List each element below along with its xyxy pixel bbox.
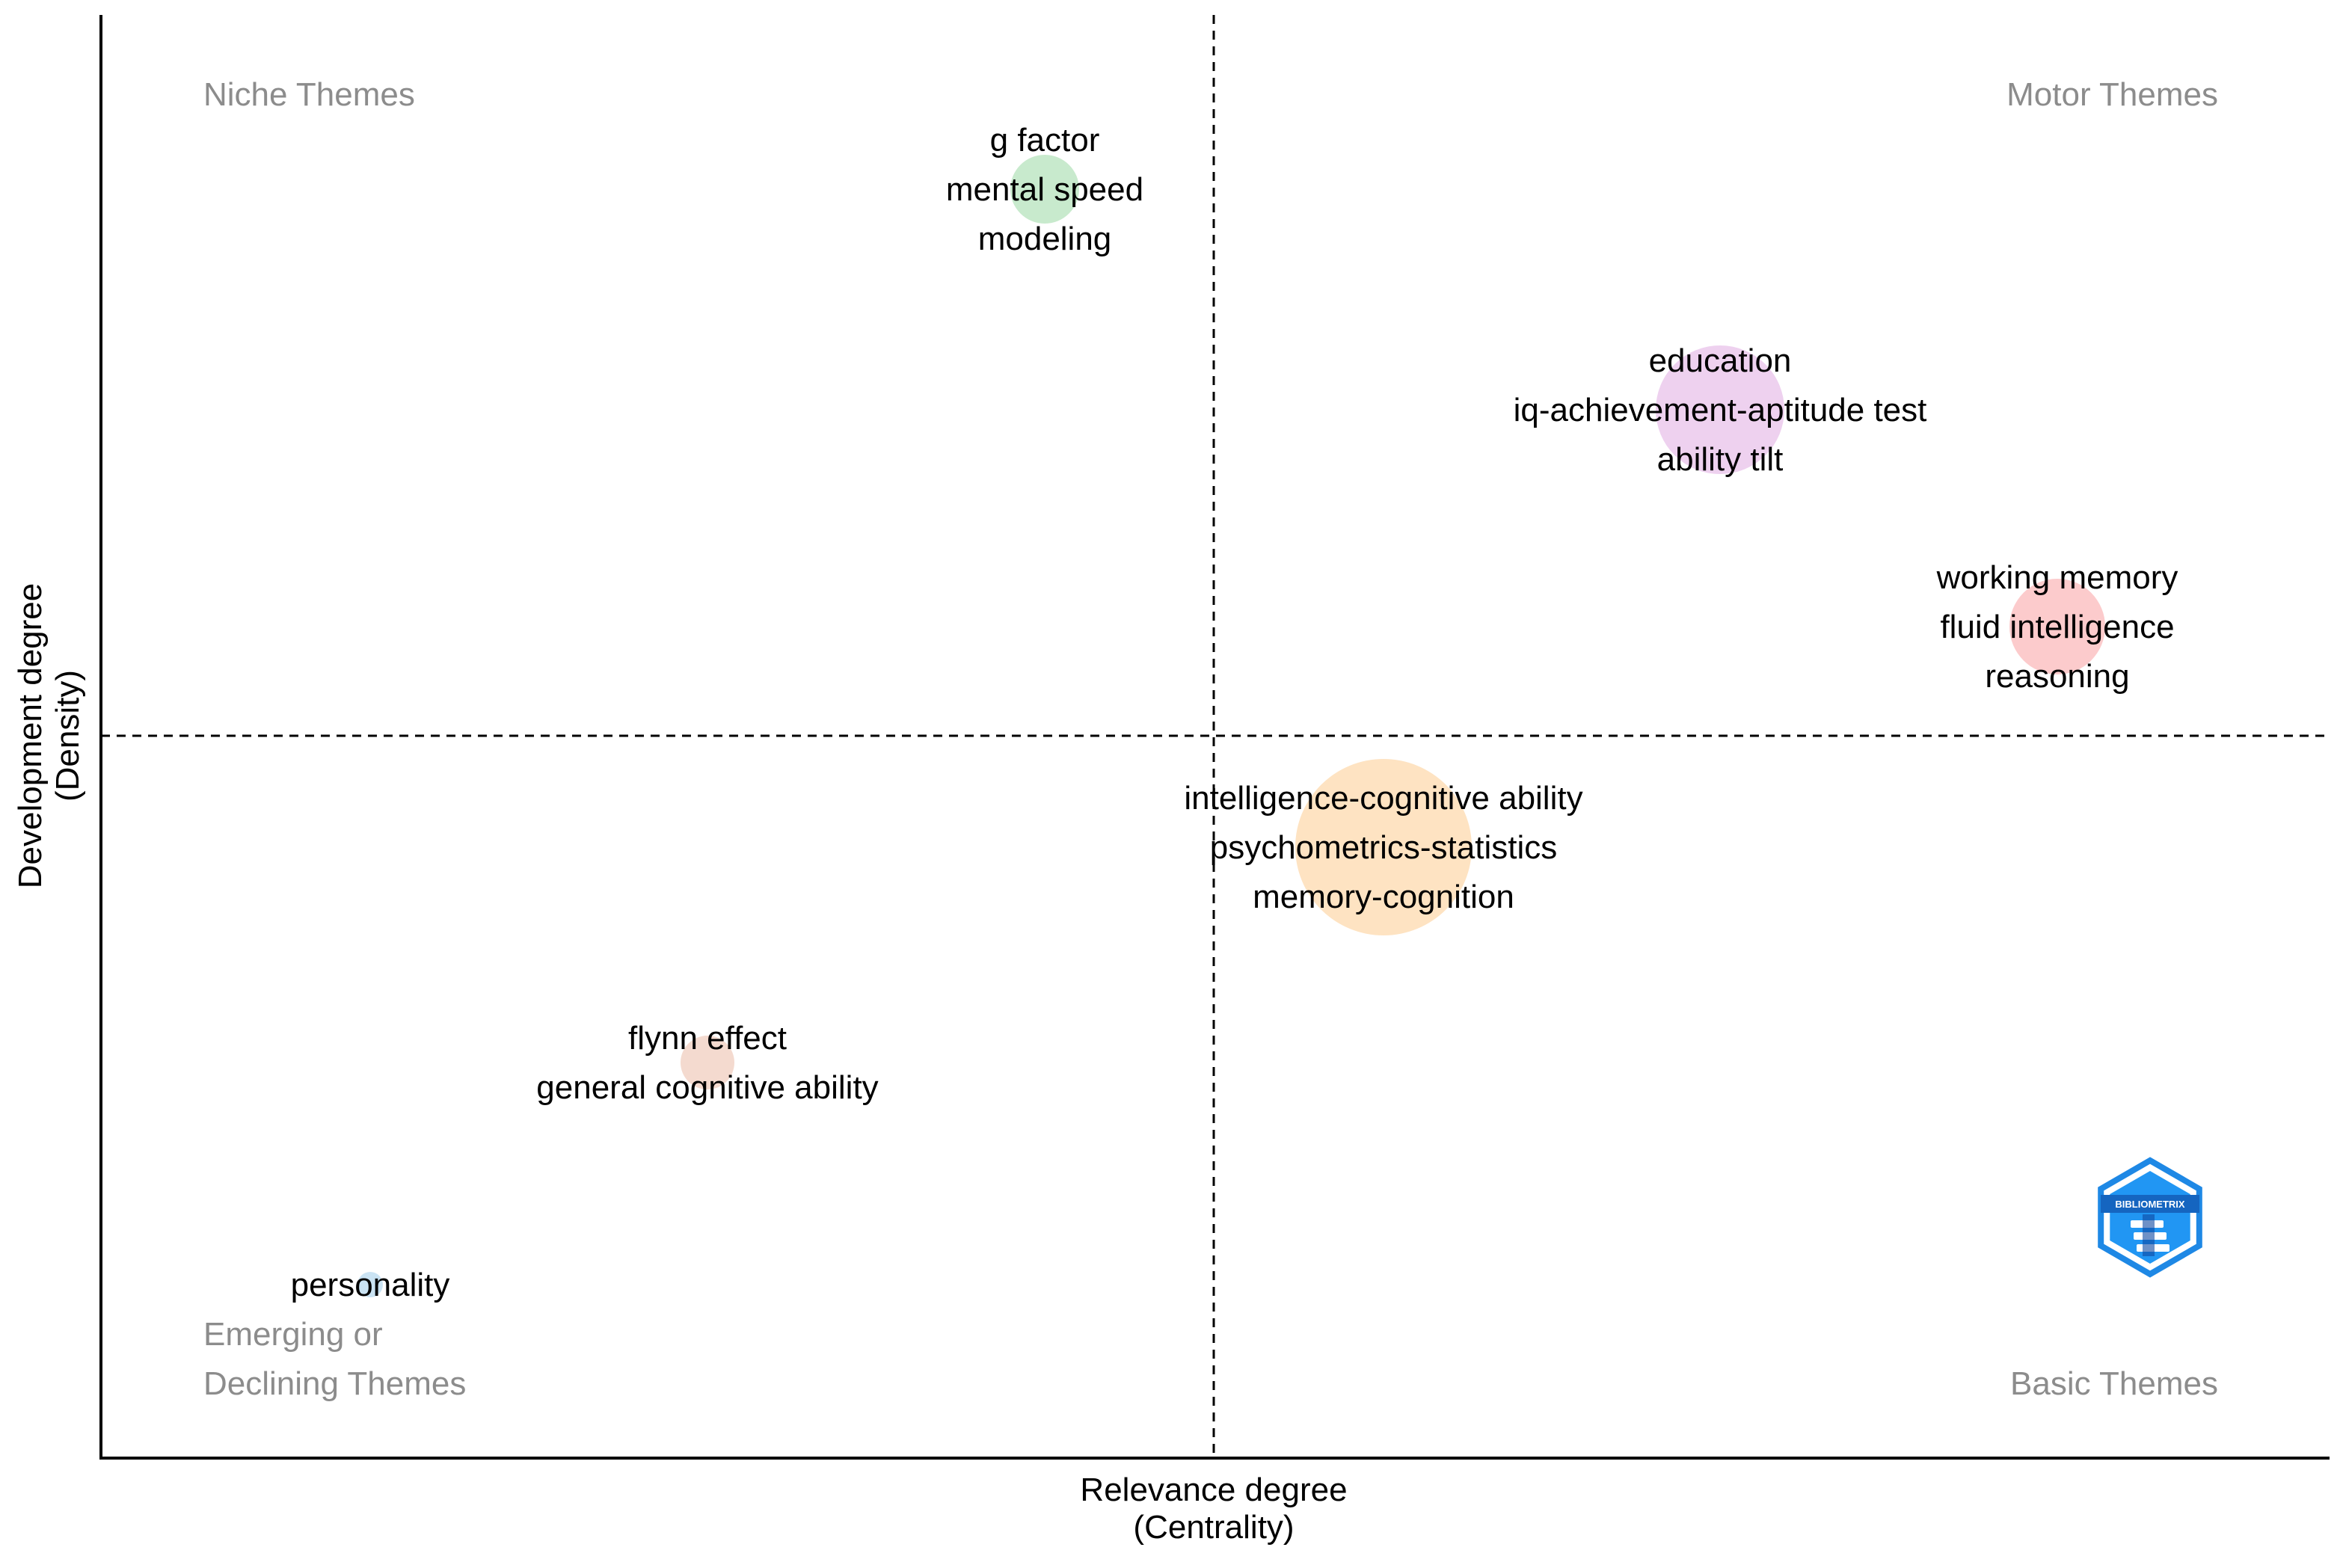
- x-axis-title-0: Relevance degree: [1080, 1472, 1347, 1508]
- cluster-label-education-1: iq-achievement-aptitude test: [1514, 392, 1927, 428]
- quadrant-label-bottom-left-0: Emerging or: [203, 1316, 383, 1353]
- reference-lines: [101, 15, 2330, 1458]
- cluster-label-working-memory-0: working memory: [1936, 559, 2178, 596]
- cluster-label-g-factor-0: g factor: [990, 122, 1100, 159]
- bubble-working-memory: [2009, 579, 2105, 674]
- cluster-label-flynn-0: flynn effect: [628, 1020, 787, 1057]
- cluster-label-education-2: ability tilt: [1657, 441, 1784, 478]
- cluster-label-g-factor-2: modeling: [978, 221, 1112, 257]
- quadrant-labels: Niche Themes Motor Themes Emerging or Decli…: [203, 76, 2218, 1402]
- logo-spine: [2143, 1214, 2155, 1256]
- logo-banner: [2101, 1195, 2199, 1213]
- quadrant-label-top-right-0: Motor Themes: [2006, 76, 2218, 113]
- cluster-label-intelligence-0: intelligence-cognitive ability: [1184, 780, 1582, 817]
- bubbles-layer: [357, 155, 2105, 1297]
- cluster-labels: g factor mental speed modeling education iq-…: [291, 122, 2178, 1303]
- y-axis-title-1: (Density): [49, 670, 86, 802]
- bibliometrix-logo: BIBLIOMETRIX: [2098, 1157, 2202, 1278]
- x-axis-title-1: (Centrality): [1133, 1509, 1294, 1546]
- cluster-label-intelligence-1: psychometrics-statistics: [1210, 829, 1558, 866]
- axes: Relevance degree(Centrality) Development …: [12, 15, 2330, 1546]
- cluster-label-working-memory-1: fluid intelligence: [1940, 609, 2174, 645]
- logo-wordmark: BIBLIOMETRIX: [2115, 1199, 2184, 1210]
- cluster-label-working-memory-2: reasoning: [1985, 658, 2129, 695]
- cluster-label-g-factor-1: mental speed: [946, 171, 1143, 208]
- y-axis-title: Development degree (Density): [12, 583, 86, 888]
- bubble-personality: [357, 1272, 383, 1297]
- bubble-flynn: [681, 1036, 734, 1089]
- cluster-label-education-0: education: [1649, 342, 1792, 379]
- bubble-education: [1656, 345, 1784, 474]
- quadrant-label-bottom-right-0: Basic Themes: [2010, 1365, 2218, 1402]
- y-axis-title-0: Development degree: [12, 583, 49, 888]
- quadrant-label-top-left-0: Niche Themes: [203, 76, 415, 113]
- cluster-label-flynn-1: general cognitive ability: [536, 1069, 878, 1106]
- quadrant-label-bottom-left-1: Declining Themes: [203, 1365, 466, 1402]
- cluster-label-personality-0: personality: [291, 1267, 450, 1303]
- cluster-label-intelligence-2: memory-cognition: [1253, 879, 1514, 915]
- bubble-g-factor: [1010, 155, 1079, 224]
- bubble-intelligence: [1295, 759, 1472, 935]
